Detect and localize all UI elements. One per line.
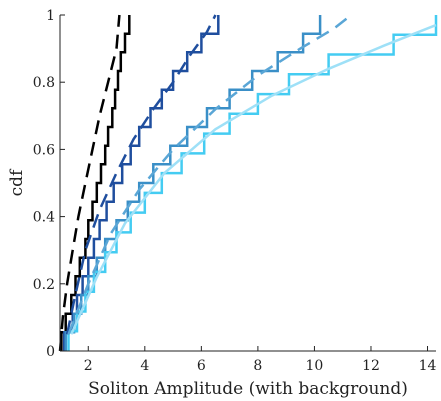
y-tick-label: 0.2 bbox=[33, 277, 55, 293]
cdf-step-line-0 bbox=[60, 15, 131, 351]
y-tick-label: 1 bbox=[46, 8, 55, 24]
tick-layer: 2 4 6 8 10 12 14 0 0.2 0.4 0.6 0.8 1 bbox=[33, 8, 437, 374]
cdf-step-line-3 bbox=[67, 15, 438, 351]
x-tick-label: 6 bbox=[197, 358, 206, 374]
x-tick-label: 4 bbox=[140, 358, 149, 374]
y-axis-label: cdf bbox=[7, 168, 27, 196]
x-tick-label: 2 bbox=[84, 358, 93, 374]
y-tick-label: 0.6 bbox=[33, 142, 55, 158]
y-tick-label: 0 bbox=[46, 344, 55, 360]
y-tick-label: 0.4 bbox=[33, 210, 55, 226]
fitted-curve-line-4 bbox=[58, 14, 121, 352]
y-tick-label: 0.8 bbox=[33, 75, 55, 91]
series-layer bbox=[58, 14, 438, 352]
fitted-curve-line-5 bbox=[65, 14, 217, 335]
cdf-step-line-2 bbox=[64, 15, 322, 351]
x-axis-label: Soliton Amplitude (with background) bbox=[88, 379, 408, 399]
x-tick-label: 10 bbox=[306, 358, 324, 374]
x-tick-label: 12 bbox=[362, 358, 380, 374]
x-tick-label: 14 bbox=[419, 358, 437, 374]
fitted-curve-line-7 bbox=[70, 23, 437, 335]
x-tick-label: 8 bbox=[253, 358, 262, 374]
fitted-curve-line-6 bbox=[67, 14, 352, 335]
